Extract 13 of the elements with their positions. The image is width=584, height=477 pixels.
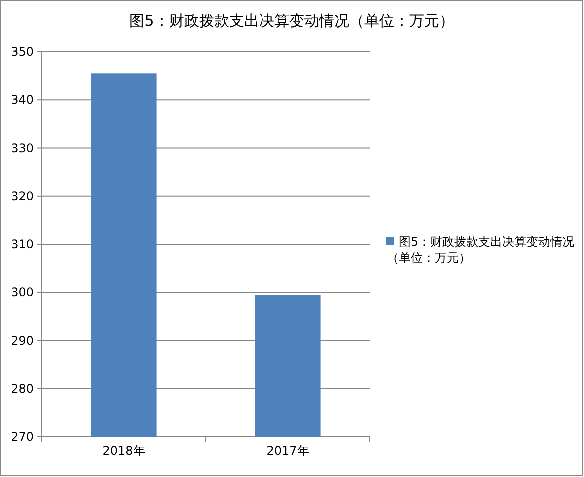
legend-label: 图5：财政拨款支出决算变动情况（单位：万元） bbox=[387, 235, 575, 265]
y-tick-label: 270 bbox=[11, 430, 34, 444]
x-tick-label: 2017年 bbox=[266, 444, 310, 458]
y-tick-label: 310 bbox=[11, 238, 34, 252]
y-tick-label: 280 bbox=[11, 382, 34, 396]
x-tick-label: 2018年 bbox=[102, 444, 146, 458]
y-tick-label: 340 bbox=[11, 93, 34, 108]
y-tick-label: 330 bbox=[11, 141, 34, 156]
y-tick-label: 290 bbox=[11, 334, 34, 348]
y-tick-label: 350 bbox=[11, 45, 34, 59]
chart-title: 图5：财政拨款支出决算变动情况（单位：万元） bbox=[130, 12, 454, 30]
y-tick-label: 320 bbox=[11, 189, 34, 204]
y-tick-label: 300 bbox=[11, 286, 34, 300]
